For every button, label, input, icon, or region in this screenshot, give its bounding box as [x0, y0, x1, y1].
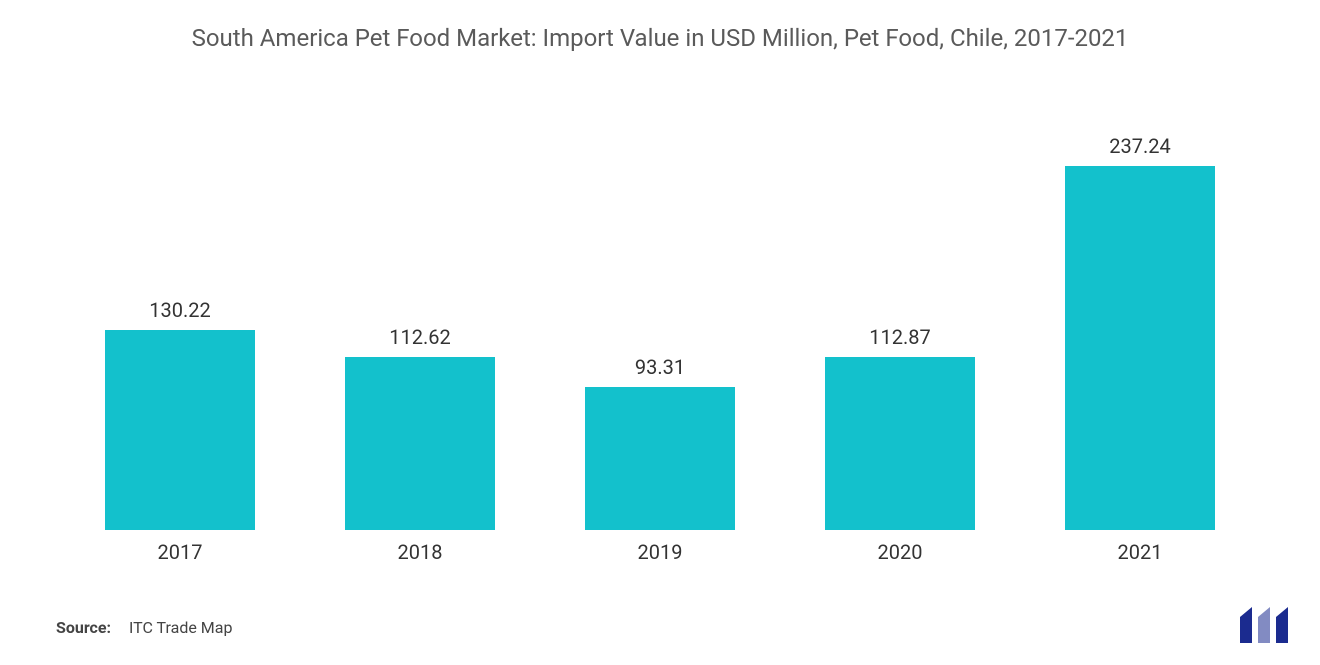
source-text: ITC Trade Map: [129, 618, 232, 637]
bar-value-label: 112.62: [389, 325, 450, 349]
bar-value-label: 237.24: [1109, 134, 1170, 158]
bar-group: 112.87: [780, 100, 1020, 530]
bar: [585, 387, 735, 530]
bar: [1065, 166, 1215, 530]
source-citation: Source: ITC Trade Map: [56, 618, 232, 637]
bar: [825, 357, 975, 530]
x-axis-label: 2020: [780, 540, 1020, 564]
x-axis-label: 2018: [300, 540, 540, 564]
source-label: Source:: [56, 618, 111, 637]
bar-group: 93.31: [540, 100, 780, 530]
bar-group: 112.62: [300, 100, 540, 530]
bar-group: 130.22: [60, 100, 300, 530]
bar: [105, 330, 255, 530]
bar-value-label: 130.22: [149, 298, 210, 322]
bar-value-label: 112.87: [869, 325, 930, 349]
chart-plot-area: 130.22 112.62 93.31 112.87 237.24: [60, 100, 1260, 530]
x-axis-label: 2021: [1020, 540, 1260, 564]
x-axis-labels: 20172018201920202021: [60, 540, 1260, 564]
x-axis-label: 2017: [60, 540, 300, 564]
chart-title: South America Pet Food Market: Import Va…: [0, 24, 1320, 52]
x-axis-label: 2019: [540, 540, 780, 564]
bar: [345, 357, 495, 530]
bar-group: 237.24: [1020, 100, 1260, 530]
bar-value-label: 93.31: [635, 355, 685, 379]
brand-logo-icon: [1238, 605, 1294, 645]
